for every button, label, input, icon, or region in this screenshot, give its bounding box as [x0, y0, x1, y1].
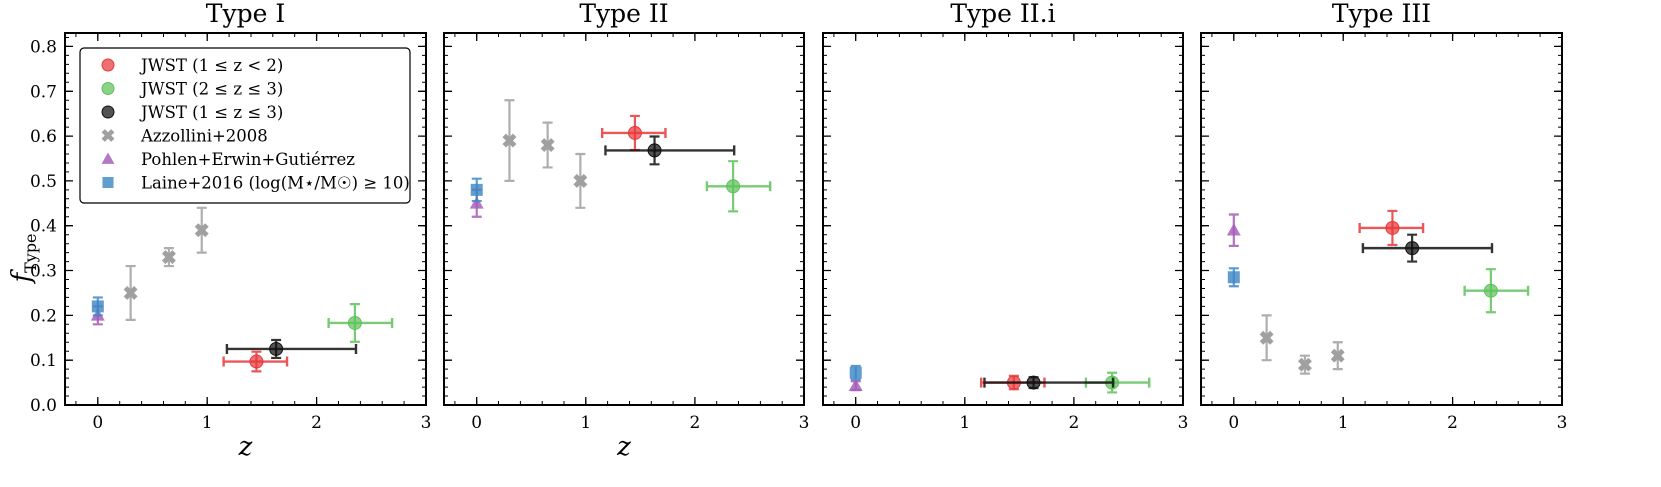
legend: JWST (1 ≤ z < 2) JWST (2 ≤ z ≤ 3) JWST (1 …	[79, 47, 411, 204]
y-tick-label: 0.0	[30, 396, 57, 416]
errorbar-x	[225, 343, 358, 354]
data-point-jwst_low	[1385, 220, 1400, 235]
data-point-laine	[91, 300, 104, 313]
y-tick-label: 0.6	[30, 127, 57, 147]
plot-frame	[64, 32, 427, 406]
data-point-azzollini	[1297, 357, 1312, 372]
data-point-pohlen	[848, 378, 863, 391]
data-point-jwst_low	[627, 125, 642, 140]
panel-title: Type II	[579, 0, 668, 28]
data-point-jwst_high	[1483, 283, 1498, 298]
legend-label: JWST (1 ≤ z < 2)	[139, 56, 283, 75]
data-point-jwst_all	[647, 143, 662, 158]
legend-label: JWST (1 ≤ z ≤ 3)	[139, 103, 283, 122]
minor-ticks	[1201, 33, 1563, 406]
data-point-azzollini	[1259, 330, 1274, 345]
x-tick-label: 0	[92, 413, 103, 433]
y-tick-label: 0.2	[30, 306, 57, 326]
data-point-azzollini	[1330, 348, 1345, 363]
data-point-azzollini	[123, 285, 138, 300]
minor-ticks	[444, 33, 805, 406]
y-tick-label: 0.8	[30, 37, 57, 57]
x-tick-label: 3	[1178, 413, 1189, 433]
legend-label: Azzollini+2008	[140, 127, 268, 146]
plot-frame	[443, 32, 805, 406]
data-point-laine	[849, 366, 862, 379]
panel-title: Type II.i	[950, 0, 1055, 28]
legend-marker-laine	[102, 176, 114, 189]
data-point-jwst_all	[269, 341, 284, 356]
y-tick-label: 0.3	[30, 262, 57, 282]
data-point-pohlen	[469, 196, 484, 209]
x-tick-label: 2	[1447, 413, 1458, 433]
legend-frame	[79, 47, 411, 204]
legend-label: Pohlen+Erwin+Gutiérrez	[141, 150, 355, 169]
legend-label: JWST (2 ≤ z ≤ 3)	[139, 80, 283, 99]
legend-marker-pohlen	[101, 152, 115, 164]
x-tick-label: 1	[1338, 413, 1349, 433]
data-point-azzollini	[194, 223, 209, 238]
major-ticks	[444, 33, 805, 406]
x-tick-label: 0	[850, 413, 861, 433]
x-tick-label: 3	[421, 413, 432, 433]
y-tick-label: 0.5	[30, 172, 57, 192]
data-point-jwst_all	[1026, 375, 1041, 390]
y-axis-label-subscript: Type	[21, 233, 40, 272]
x-tick-label: 0	[471, 413, 482, 433]
legend-marker-jwst_low	[101, 58, 115, 72]
x-tick-label: 3	[799, 413, 810, 433]
legend-marker-azzollini	[101, 129, 115, 142]
x-tick-label: 1	[580, 413, 591, 433]
data-point-azzollini	[161, 250, 176, 265]
data-point-laine	[470, 183, 483, 196]
errorbar-x	[983, 377, 1115, 388]
data-point-jwst_high	[347, 315, 362, 330]
data-point-azzollini	[573, 173, 588, 188]
panel-title: Type III	[1332, 0, 1431, 28]
x-tick-label: 0	[1228, 413, 1239, 433]
panel-1: Type I 0 1 2 3 0.0 0.1 0.2 0.3 0.4 0.5 0.6 0.7 0.8 z JW…	[30, 0, 431, 462]
y-tick-label: 0.4	[30, 217, 57, 237]
errorbar-x	[604, 145, 736, 156]
x-axis-label: z	[616, 432, 631, 462]
x-tick-label: 2	[1068, 413, 1079, 433]
legend-label: Laine+2016 (log(M⋆/M☉) ≥ 10)	[141, 174, 410, 193]
y-tick-label: 0.7	[30, 82, 57, 102]
plot-frame	[822, 32, 1184, 406]
plot-frame	[1200, 32, 1563, 406]
data-point-laine	[1227, 271, 1240, 284]
panel-4: Type III 0 1 2 3	[1200, 0, 1568, 433]
panel-3: Type II.i 0 1 2 3	[822, 0, 1189, 433]
legend-marker-jwst_high	[101, 82, 115, 95]
panel-2: Type II 0 1 2 3 z	[443, 0, 810, 462]
major-ticks	[823, 33, 1184, 406]
x-tick-label: 2	[689, 413, 700, 433]
data-point-jwst_all	[1405, 241, 1420, 256]
x-tick-label: 2	[311, 413, 322, 433]
x-tick-label: 1	[202, 413, 213, 433]
y-tick-label: 0.1	[30, 351, 57, 371]
data-point-jwst_high	[726, 179, 741, 194]
x-axis-label: z	[238, 432, 253, 462]
panel-title: Type I	[206, 0, 285, 28]
data-point-azzollini	[540, 138, 555, 153]
x-tick-label: 1	[959, 413, 970, 433]
data-point-pohlen	[1226, 223, 1241, 236]
data-point-azzollini	[502, 133, 517, 148]
legend-marker-jwst_all	[101, 105, 115, 119]
minor-ticks	[823, 33, 1184, 406]
major-ticks	[1201, 33, 1563, 406]
errorbar-x	[1361, 243, 1494, 254]
data-point-jwst_low	[249, 354, 264, 369]
x-tick-label: 3	[1557, 413, 1568, 433]
